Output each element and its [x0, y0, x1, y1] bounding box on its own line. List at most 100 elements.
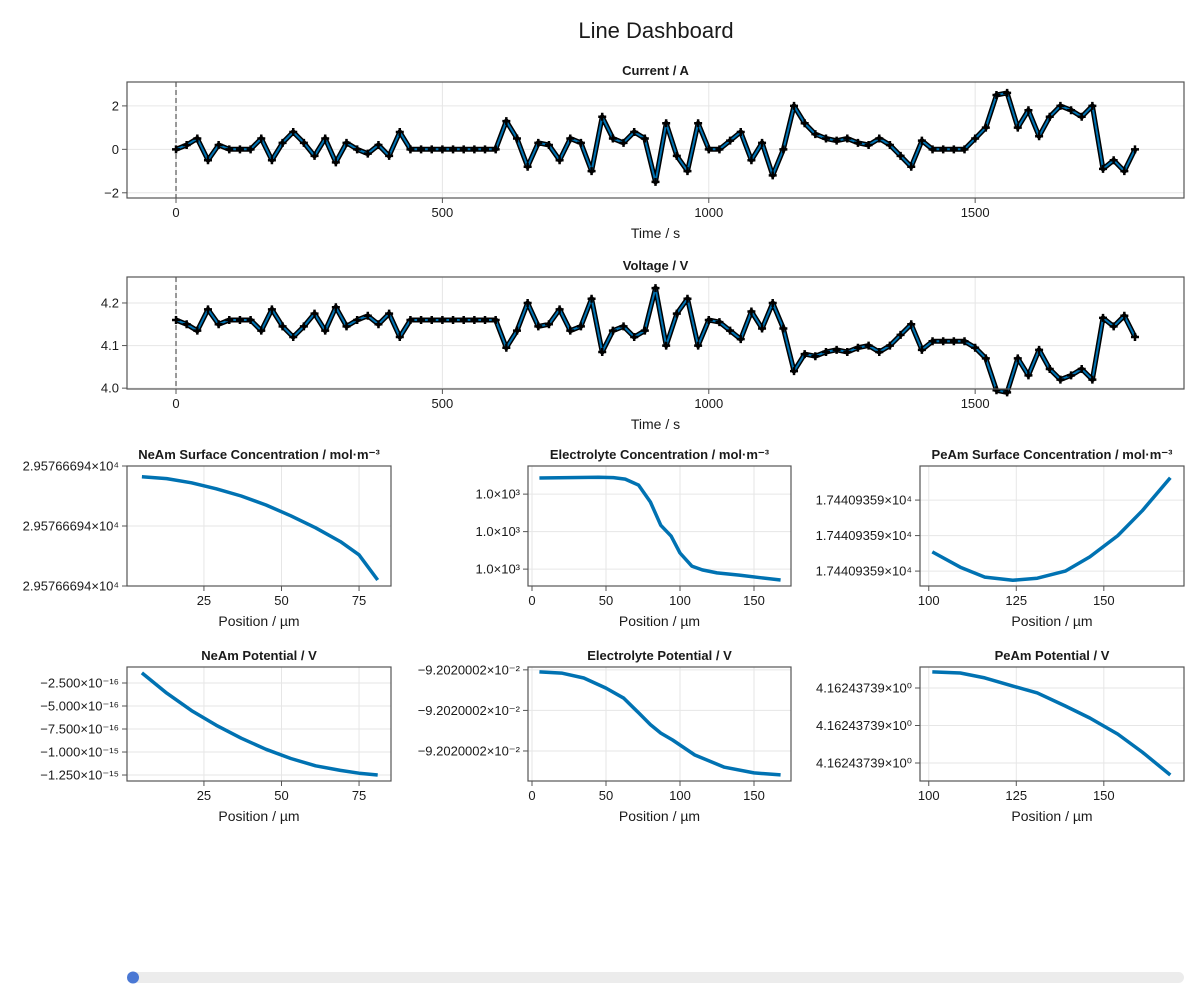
data-point-marker: [598, 347, 607, 356]
y-tick-label: −1.000×10⁻¹⁵: [40, 745, 119, 760]
data-point-marker: [651, 177, 660, 186]
x-axis-label: Position / µm: [218, 808, 299, 824]
data-point-marker: [512, 134, 521, 143]
dashboard-title: Line Dashboard: [578, 18, 733, 43]
y-tick-label: 4.0: [101, 381, 119, 396]
y-tick-label: 1.74409359×10⁴: [816, 493, 912, 508]
data-point-marker: [917, 345, 926, 354]
chart-title: PeAm Potential / V: [995, 648, 1110, 663]
data-point-marker: [758, 138, 767, 147]
data-point-marker: [544, 140, 553, 149]
x-axis-label: Position / µm: [218, 613, 299, 629]
x-tick-label: 100: [669, 788, 691, 803]
data-point-marker: [1088, 375, 1097, 384]
data-point-marker: [555, 305, 564, 314]
x-tick-label: 500: [432, 396, 454, 411]
x-tick-label: 125: [1005, 788, 1027, 803]
neam-potential-chart: 25 50 75 −2.500×10⁻¹⁶ −5.000×10⁻¹⁶ −7.500×10⁻…: [40, 648, 392, 824]
data-point-marker: [1045, 364, 1054, 373]
y-tick-label: −9.2020002×10⁻²: [418, 703, 521, 718]
data-point-marker: [779, 145, 788, 154]
data-point-marker: [971, 343, 980, 352]
data-point-marker: [1077, 112, 1086, 121]
data-point-marker: [1045, 112, 1054, 121]
data-point-marker: [1067, 371, 1076, 380]
axes-frame: [126, 465, 392, 587]
data-point-marker: [747, 156, 756, 165]
data-point-marker: [704, 145, 713, 154]
data-point-marker: [619, 322, 628, 331]
y-tick-label: −2: [104, 185, 119, 200]
y-tick-label: 2: [112, 98, 119, 113]
data-point-marker: [630, 333, 639, 342]
data-point-marker: [438, 316, 447, 325]
data-point-marker: [640, 326, 649, 335]
x-tick-label: 0: [172, 205, 179, 220]
data-point-marker: [246, 316, 255, 325]
data-point-marker: [694, 119, 703, 128]
data-point-marker: [971, 134, 980, 143]
data-point-marker: [736, 127, 745, 136]
x-tick-label: 0: [528, 593, 535, 608]
data-point-marker: [704, 316, 713, 325]
x-tick-label: 150: [1093, 788, 1115, 803]
data-point-marker: [960, 145, 969, 154]
data-point-marker: [1056, 375, 1065, 384]
data-point-marker: [193, 134, 202, 143]
data-point-marker: [1120, 167, 1129, 176]
data-point-marker: [768, 171, 777, 180]
plot-area: [528, 667, 791, 781]
x-axis-label: Position / µm: [1011, 808, 1092, 824]
data-point-marker: [374, 140, 383, 149]
data-point-marker: [342, 138, 351, 147]
axes-frame: [527, 666, 792, 782]
series-line: [932, 670, 1172, 777]
data-point-marker: [289, 127, 298, 136]
data-point-marker: [406, 316, 415, 325]
y-tick-label: 2.95766694×10⁴: [23, 519, 119, 534]
data-point-marker: [853, 343, 862, 352]
x-tick-label: 100: [669, 593, 691, 608]
y-tick-label: 4.16243739×10⁰: [816, 756, 912, 771]
chart-title: PeAm Surface Concentration / mol·m⁻³: [932, 447, 1174, 462]
data-point-marker: [523, 298, 532, 307]
y-tick-label: 1.0×10³: [476, 487, 521, 502]
slider-track[interactable]: [127, 972, 1184, 983]
data-point-marker: [651, 284, 660, 293]
data-point-marker: [587, 294, 596, 303]
data-point-marker: [736, 335, 745, 344]
data-point-marker: [1003, 388, 1012, 397]
x-tick-label: 150: [743, 788, 765, 803]
data-point-marker: [800, 119, 809, 128]
y-tick-label: −2.500×10⁻¹⁶: [40, 676, 119, 691]
data-point-marker: [715, 318, 724, 327]
x-tick-label: 150: [743, 593, 765, 608]
series-line: [539, 475, 781, 582]
data-point-marker: [491, 145, 500, 154]
data-point-marker: [939, 337, 948, 346]
data-point-marker: [470, 145, 479, 154]
data-point-marker: [779, 324, 788, 333]
data-point-marker: [395, 127, 404, 136]
time-slider[interactable]: [127, 971, 1184, 984]
x-axis-label: Time / s: [631, 225, 680, 241]
data-point-marker: [331, 303, 340, 312]
chart-title: Current / A: [622, 63, 689, 78]
data-point-marker: [214, 140, 223, 149]
x-tick-label: 125: [1005, 593, 1027, 608]
data-point-marker: [257, 134, 266, 143]
peam-surface-concentration-chart: 100 125 150 1.74409359×10⁴ 1.74409359×10⁴ 1.7…: [816, 447, 1185, 629]
chart-title: Voltage / V: [623, 258, 689, 273]
voltage-chart: 0 500 1000 1500 4.0 4.1 4.2 Voltage / V Time / s: [101, 258, 1185, 432]
data-point-marker: [758, 324, 767, 333]
data-point-marker: [353, 316, 362, 325]
data-point-marker: [385, 309, 394, 318]
data-point-marker: [1024, 106, 1033, 115]
data-point-marker: [640, 134, 649, 143]
slider-knob[interactable]: [127, 971, 139, 984]
data-point-marker: [566, 134, 575, 143]
data-point-marker: [853, 138, 862, 147]
data-point-marker: [267, 156, 276, 165]
data-point-marker: [576, 322, 585, 331]
